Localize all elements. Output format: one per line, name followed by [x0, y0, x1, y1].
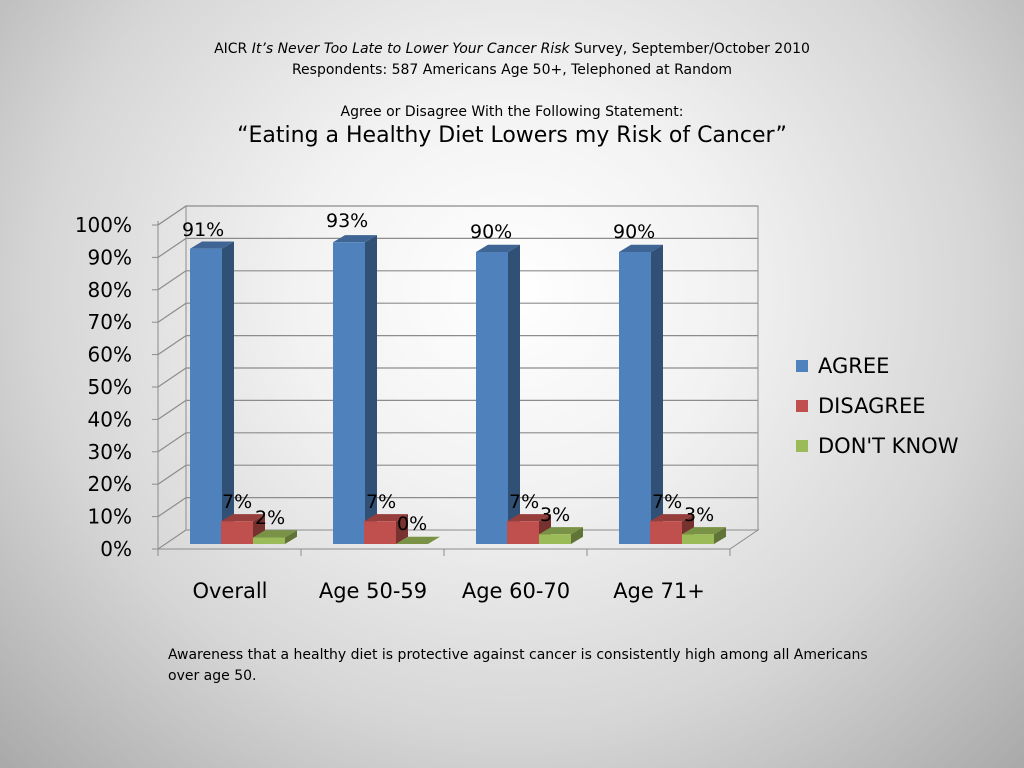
y-tick-label: 40%	[88, 407, 132, 431]
x-category-label: Age 60-70	[462, 579, 570, 603]
legend-swatch-disagree	[796, 400, 808, 412]
data-label: 90%	[613, 221, 655, 243]
bar-don-t-know-age-71-	[682, 527, 726, 544]
y-tick-label: 50%	[88, 375, 132, 399]
gridline-side	[157, 464, 187, 485]
data-label: 91%	[182, 219, 224, 241]
legend-item-disagree: DISAGREE	[796, 386, 958, 426]
respondents-line: Respondents: 587 Americans Age 50+, Tele…	[291, 62, 733, 78]
data-label: 93%	[326, 210, 368, 232]
data-label: 3%	[684, 504, 714, 526]
y-tick-label: 0%	[100, 537, 132, 561]
legend-label-disagree: DISAGREE	[818, 394, 926, 418]
survey-title-prefix: AICR	[214, 41, 252, 57]
y-tick-label: 60%	[88, 343, 132, 367]
bar-don-t-know-age-50-59	[396, 536, 440, 544]
bar-agree-age-50-59	[333, 235, 377, 545]
data-label: 90%	[470, 221, 512, 243]
gridline-side	[157, 432, 187, 453]
bar-disagree-age-50-59	[364, 514, 408, 544]
survey-date: Survey, September/October 2010	[569, 41, 810, 57]
footnote: Awareness that a healthy diet is protect…	[168, 647, 868, 684]
legend-item-dont-know: DON'T KNOW	[796, 426, 958, 466]
bar-agree-overall	[190, 241, 234, 545]
bar-agree-age-71-	[619, 244, 663, 545]
survey-title: AICR It’s Never Too Late to Lower Your C…	[0, 39, 1024, 59]
question-intro: Agree or Disagree With the Following Sta…	[340, 104, 684, 120]
y-tick-label: 100%	[75, 213, 132, 237]
data-label: 7%	[652, 491, 682, 513]
gridline-side	[157, 367, 187, 388]
data-label: 7%	[366, 491, 396, 513]
x-category-label: Age 71+	[613, 579, 705, 603]
data-label: 0%	[397, 513, 427, 535]
y-tick-label: 90%	[88, 245, 132, 269]
gridline-side	[157, 399, 187, 420]
legend-label-agree: AGREE	[818, 354, 890, 378]
survey-name: It’s Never Too Late to Lower Your Cancer…	[251, 41, 570, 57]
data-label: 7%	[509, 491, 539, 513]
y-tick-label: 30%	[88, 440, 132, 464]
legend-swatch-agree	[796, 360, 808, 372]
data-label: 2%	[255, 507, 285, 529]
legend-swatch-dont-know	[796, 440, 808, 452]
data-label: 3%	[540, 504, 570, 526]
y-tick-label: 80%	[88, 278, 132, 302]
statement-title: “Eating a Healthy Diet Lowers my Risk of…	[237, 123, 787, 148]
gridline-side	[157, 270, 187, 291]
gridline-side	[157, 237, 187, 258]
x-category-label: Age 50-59	[319, 579, 427, 603]
bar-don-t-know-age-60-70	[539, 527, 583, 544]
gridline-side	[157, 205, 187, 226]
y-tick-label: 10%	[88, 505, 132, 529]
y-tick-label: 70%	[88, 310, 132, 334]
y-tick-label: 20%	[88, 472, 132, 496]
chart-legend: AGREE DISAGREE DON'T KNOW	[796, 346, 958, 466]
legend-label-dont-know: DON'T KNOW	[818, 434, 959, 458]
bar-don-t-know-overall	[253, 530, 297, 544]
gridline-side	[157, 497, 187, 518]
gridline-side	[157, 335, 187, 356]
gridline-side	[157, 302, 187, 323]
legend-item-agree: AGREE	[796, 346, 958, 386]
x-category-label: Overall	[192, 579, 267, 603]
bar-disagree-age-71-	[650, 514, 694, 544]
bar-agree-age-60-70	[476, 244, 520, 545]
data-label: 7%	[222, 491, 252, 513]
